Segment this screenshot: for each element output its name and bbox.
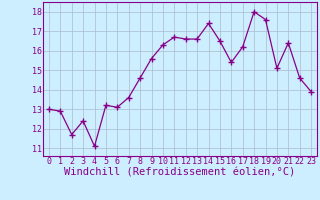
X-axis label: Windchill (Refroidissement éolien,°C): Windchill (Refroidissement éolien,°C) — [64, 168, 296, 178]
